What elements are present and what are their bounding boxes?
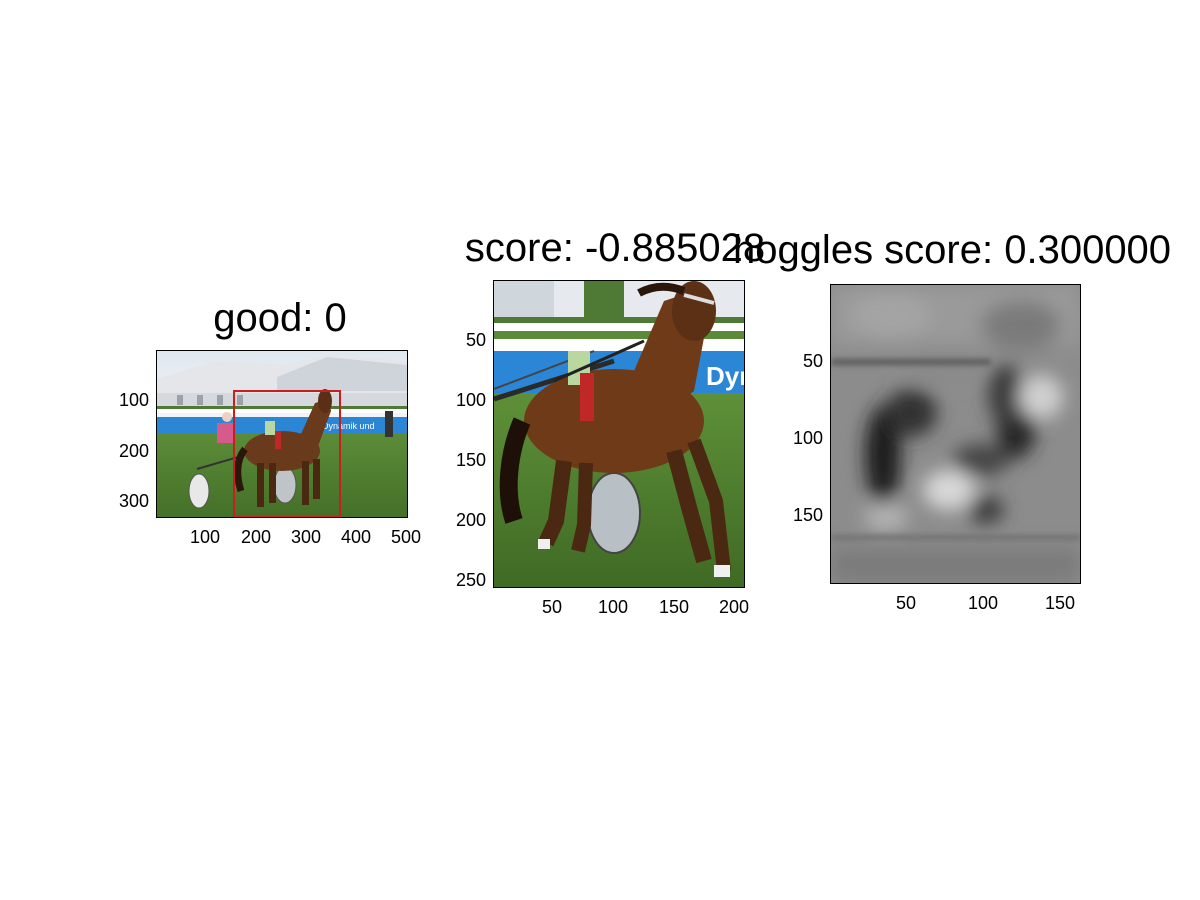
x-tick-label: 200 (718, 597, 750, 617)
x-tick-label: 150 (658, 597, 690, 617)
svg-text:Dynamik und: Dynamik und (322, 421, 375, 431)
y-tick-label: 50 (465, 330, 486, 350)
x-tick-label: 200 (240, 527, 272, 547)
y-tick-label: 100 (792, 428, 823, 448)
horse-sulky-photo: Dynamik und (157, 351, 407, 517)
y-tick-label: 100 (455, 390, 486, 410)
panel-1-title: good: 0 (213, 296, 347, 340)
y-tick-label: 300 (118, 491, 149, 511)
x-tick-label: 100 (967, 593, 999, 613)
hog-visualization (831, 285, 1080, 583)
y-tick-label: 200 (118, 441, 149, 461)
y-tick-label: 150 (792, 505, 823, 525)
panel-3-title: hoggles score: 0.300000 (732, 228, 1172, 272)
y-tick-label: 50 (802, 351, 823, 371)
x-tick-label: 100 (189, 527, 221, 547)
x-tick-label: 150 (1044, 593, 1076, 613)
x-tick-label: 50 (895, 593, 917, 613)
svg-text:Dyn: Dyn (706, 361, 744, 391)
panel-3-axes (830, 284, 1081, 584)
x-tick-label: 500 (390, 527, 422, 547)
x-tick-label: 50 (541, 597, 563, 617)
panel-2-title: score: -0.885028 (464, 226, 766, 270)
cropped-horse-photo: Dyn (494, 281, 744, 587)
y-tick-label: 250 (455, 570, 486, 590)
x-tick-label: 400 (340, 527, 372, 547)
panel-2-axes: Dyn (493, 280, 745, 588)
panel-1-axes: Dynamik und (156, 350, 408, 518)
y-tick-label: 200 (455, 510, 486, 530)
y-tick-label: 150 (455, 450, 486, 470)
y-tick-label: 100 (118, 390, 149, 410)
x-tick-label: 300 (290, 527, 322, 547)
x-tick-label: 100 (597, 597, 629, 617)
